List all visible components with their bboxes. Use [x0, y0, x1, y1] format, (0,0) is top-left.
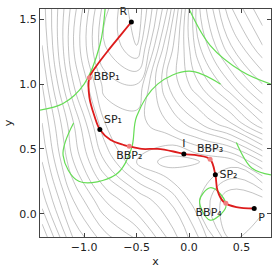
svg-text:−0.5: −0.5: [123, 241, 150, 254]
svg-text:0.5: 0.5: [19, 143, 37, 156]
svg-text:BBP₃: BBP₃: [197, 142, 223, 155]
svg-text:−1.0: −1.0: [71, 241, 98, 254]
svg-text:I: I: [182, 137, 185, 150]
svg-text:1.5: 1.5: [19, 13, 37, 26]
svg-text:BBP₂: BBP₂: [116, 149, 142, 162]
svg-text:R: R: [120, 5, 128, 18]
svg-text:P: P: [258, 211, 265, 224]
svg-text:y: y: [2, 119, 15, 126]
svg-text:BBP₁: BBP₁: [93, 70, 119, 83]
svg-text:0.5: 0.5: [233, 241, 251, 254]
svg-text:x: x: [152, 255, 159, 268]
svg-text:1.0: 1.0: [19, 78, 37, 91]
svg-text:BBP₄: BBP₄: [196, 206, 223, 219]
svg-text:0.0: 0.0: [180, 241, 198, 254]
svg-text:SP₂: SP₂: [219, 168, 237, 181]
svg-text:0.0: 0.0: [19, 208, 37, 221]
svg-text:SP₁: SP₁: [104, 113, 122, 126]
